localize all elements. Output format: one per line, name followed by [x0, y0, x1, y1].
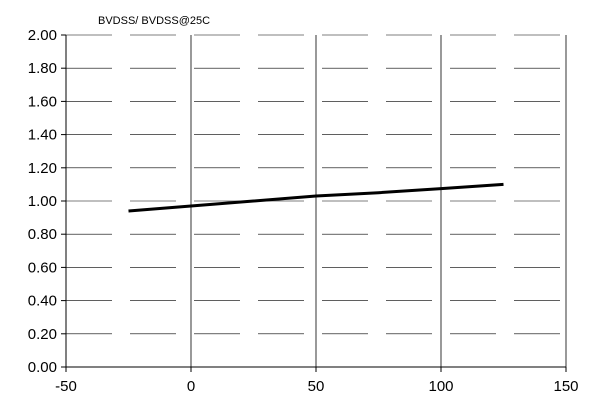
y-tick-label: 1.20 — [28, 160, 57, 177]
y-tick-label: 0.00 — [28, 359, 57, 376]
series-line — [128, 182, 504, 213]
y-tick-label: 1.00 — [28, 193, 57, 210]
y-axis-label: BVDSS/ BVDSS@25C — [98, 15, 210, 27]
y-tick-label: 0.60 — [28, 259, 57, 276]
y-tick-label: 0.20 — [28, 326, 57, 343]
gridlines — [66, 34, 567, 367]
x-tick-label: -50 — [55, 378, 77, 395]
x-tick-label: 50 — [308, 378, 325, 395]
y-tick-label: 1.40 — [28, 127, 57, 144]
y-tick-label: 2.00 — [28, 27, 57, 44]
plot-series — [128, 182, 504, 213]
x-tick-label: 150 — [553, 378, 578, 395]
x-tick-labels: -50 0 50 100 150 — [55, 378, 578, 395]
y-tick-labels: 0.00 0.20 0.40 0.60 0.80 1.00 1.20 1.40 1.60 1.80… — [28, 27, 57, 376]
y-tick-label: 0.40 — [28, 293, 57, 310]
y-tick-label: 1.60 — [28, 93, 57, 110]
x-tick-label: 100 — [428, 378, 453, 395]
y-tick-label: 1.80 — [28, 60, 57, 77]
axes — [61, 34, 567, 372]
x-tick-label: 0 — [187, 378, 195, 395]
y-tick-label: 0.80 — [28, 226, 57, 243]
